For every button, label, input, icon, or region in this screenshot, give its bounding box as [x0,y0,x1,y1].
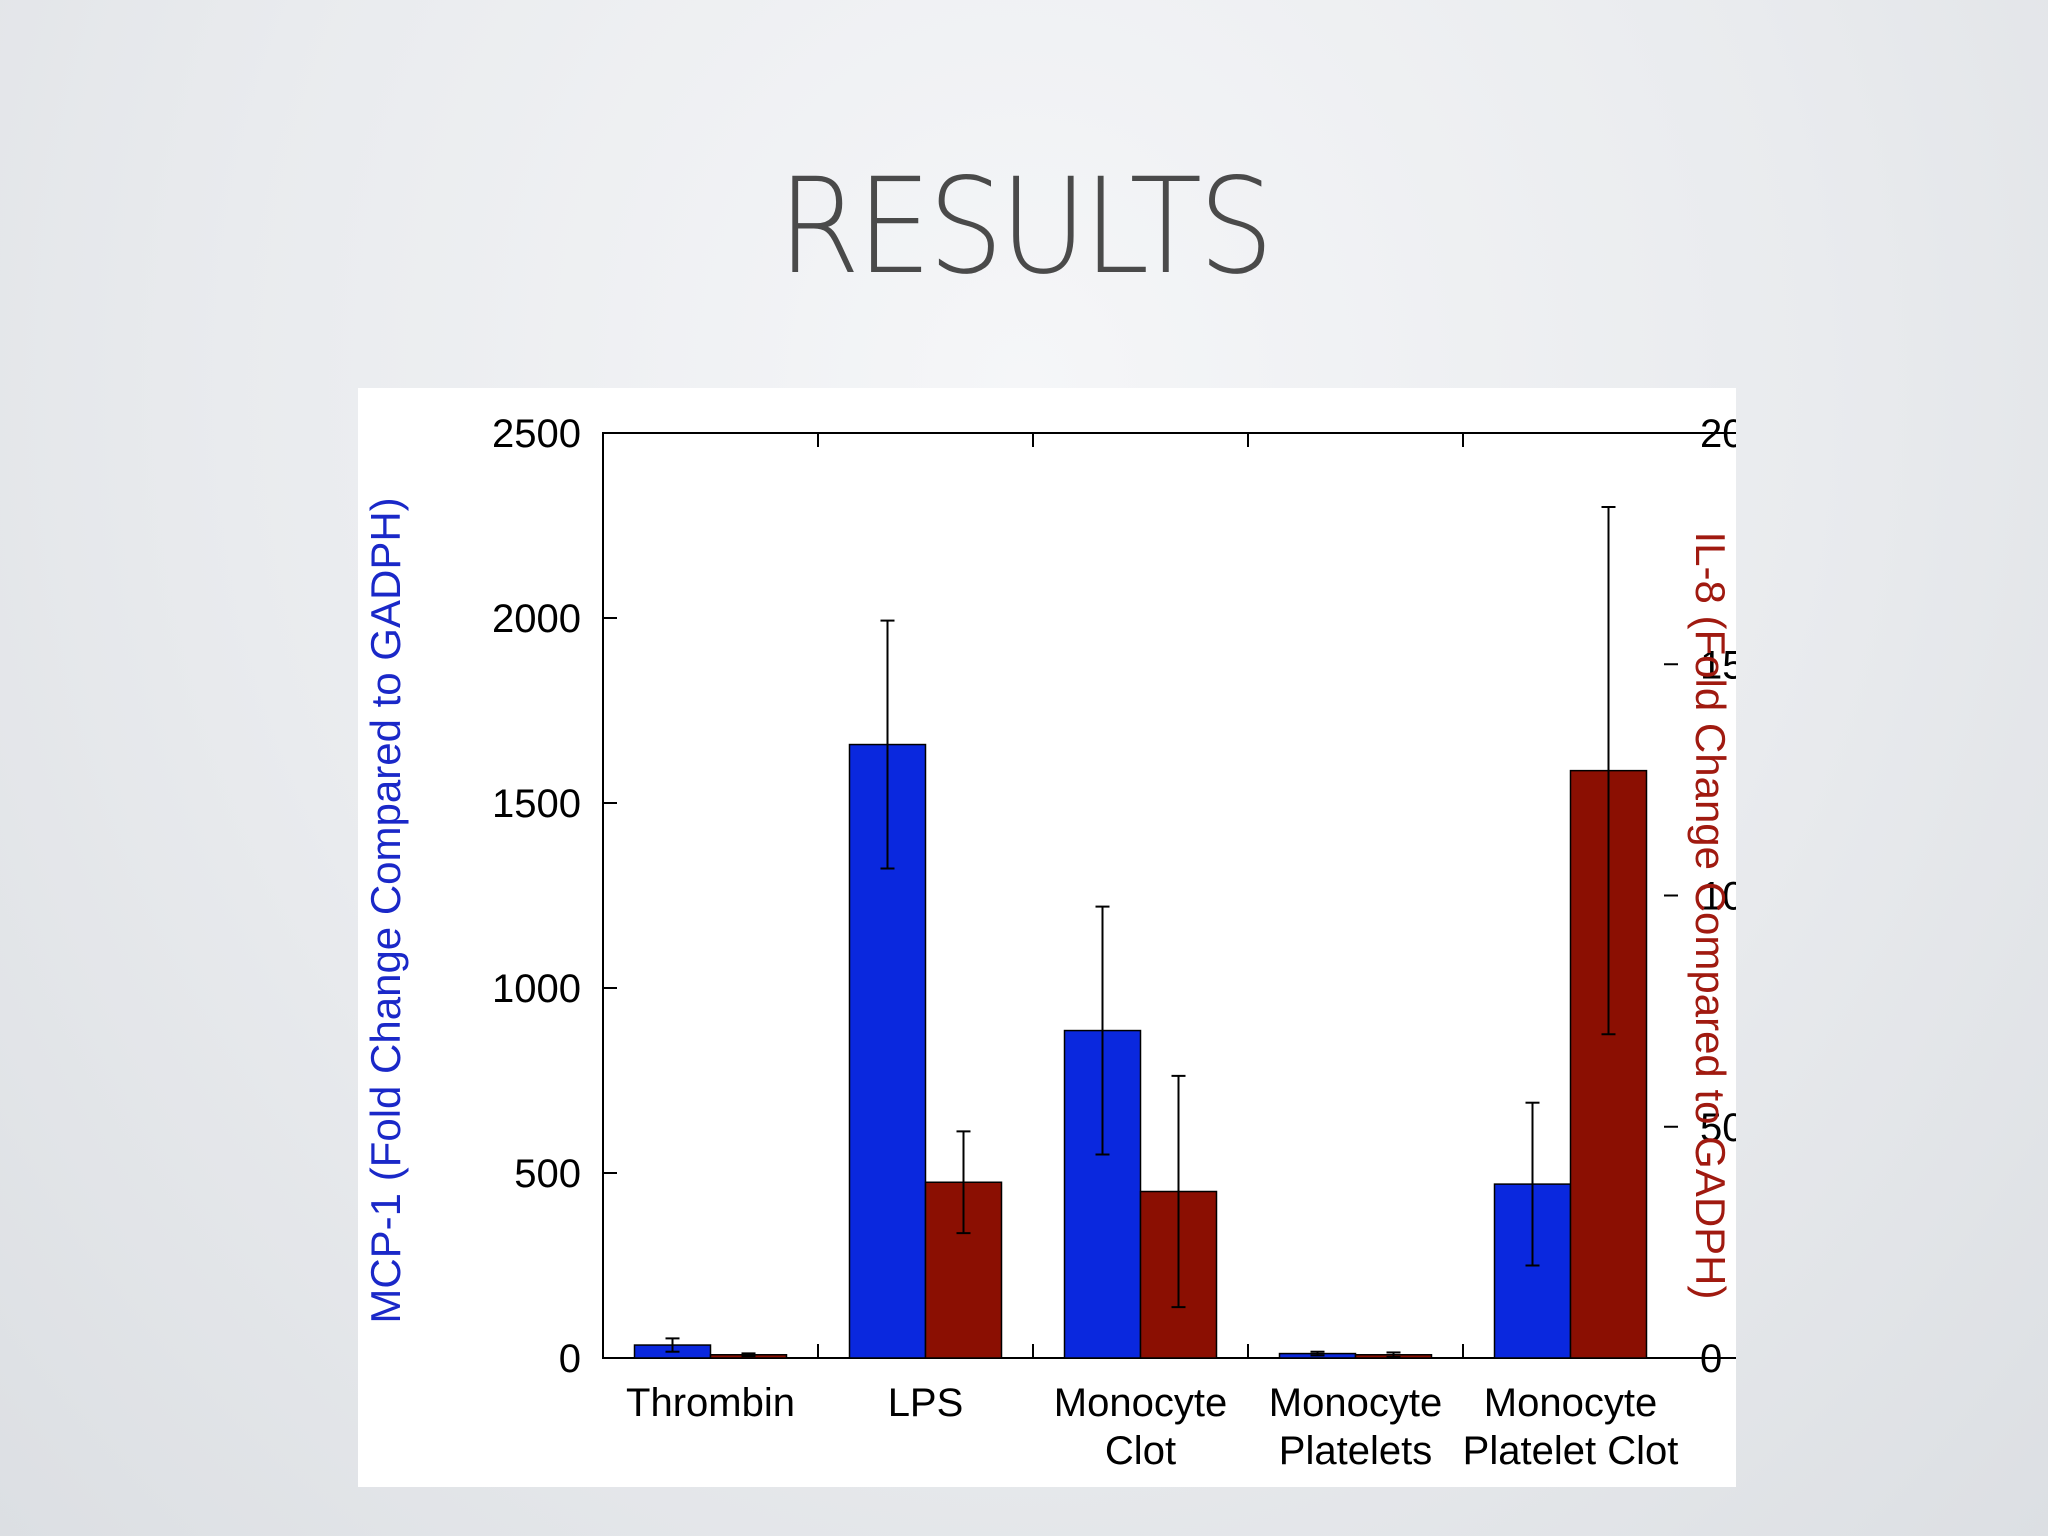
plot-frame [602,432,1736,1359]
slide-title: RESULTS [777,150,1274,304]
y-right-tick-label: 150 [1700,643,1736,687]
x-category-label: Monocyte [1484,1381,1657,1425]
bar-chart: 0 500 1000 1500 2000 2500 0 50 100 150 200 Thromb… [362,412,1736,1473]
y-right-tick-label: 0 [1700,1337,1722,1381]
x-category-labels: Thrombin LPS MonocyteClotMonocytePlatelets… [626,1381,1678,1473]
y-right-tick-label: 200 [1700,412,1736,456]
y-left-tick-label: 2500 [492,412,581,456]
y-left-tick-label: 1000 [492,967,581,1011]
x-category-label: Platelet Clot [1463,1429,1679,1473]
bar [848,743,927,1359]
x-category-label: LPS [888,1381,964,1425]
x-category-label: Monocyte [1054,1381,1227,1425]
bars [633,743,1648,1359]
y-right-tick-labels: 0 50 100 150 200 [1700,412,1736,1381]
y-right-axis-title: IL-8 (Fold Change Compared to GADPH) [1687,532,1734,1300]
y-right-tick-label: 100 [1700,875,1736,919]
chart-panel: 0 500 1000 1500 2000 2500 0 50 100 150 200 Thromb… [358,388,1736,1487]
y-left-axis-title: MCP-1 (Fold Change Compared to GADPH) [362,497,409,1323]
y-left-tick-label: 2000 [492,597,581,641]
y-left-tick-label: 500 [514,1152,581,1196]
x-category-label: Platelets [1279,1429,1432,1473]
x-category-label: Monocyte [1269,1381,1442,1425]
x-category-label: Clot [1105,1429,1176,1473]
y-right-tick-label: 50 [1700,1106,1736,1150]
y-left-tick-label: 1500 [492,782,581,826]
y-left-tick-label: 0 [559,1337,581,1381]
x-category-label: Thrombin [626,1381,795,1425]
axis-ticks [603,432,1678,1359]
y-left-tick-labels: 0 500 1000 1500 2000 2500 [492,412,581,1381]
error-bars [665,506,1616,1359]
